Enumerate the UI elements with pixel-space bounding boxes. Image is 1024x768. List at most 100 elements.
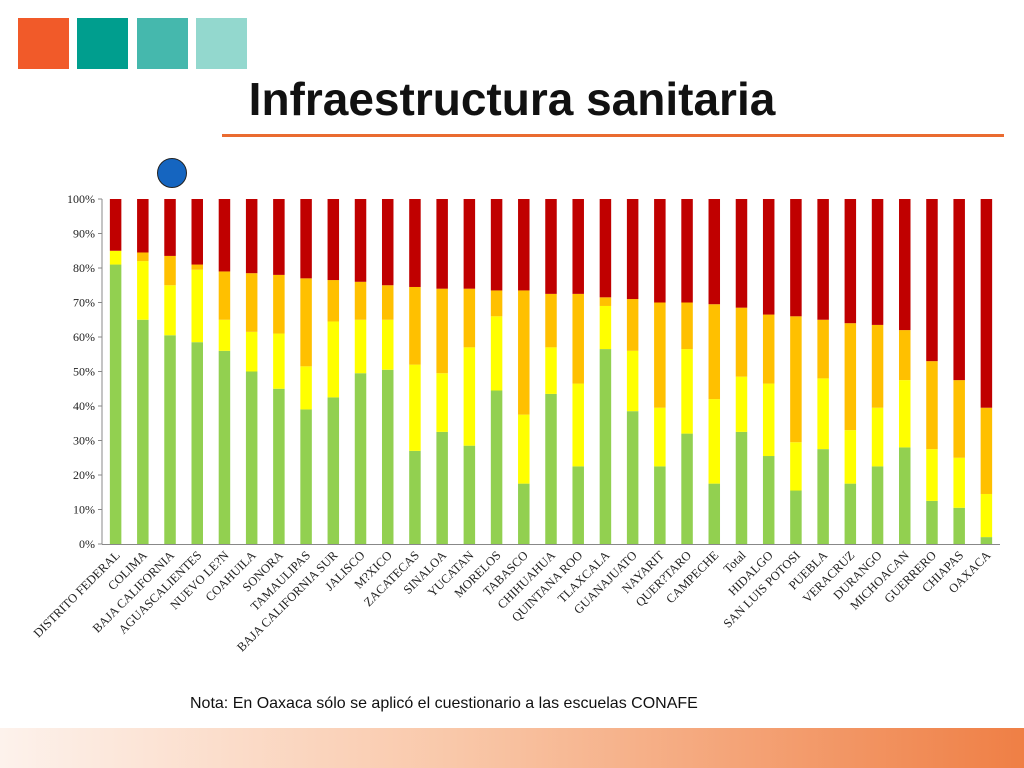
y-tick-label: 60% bbox=[73, 330, 95, 344]
y-tick-label: 100% bbox=[67, 192, 95, 206]
bar-segment bbox=[245, 331, 258, 372]
bar-segment bbox=[708, 304, 721, 400]
bar-segment bbox=[109, 250, 122, 265]
bar-segment bbox=[953, 380, 965, 458]
bar-segment bbox=[245, 273, 258, 332]
bar-segment bbox=[218, 271, 231, 320]
bar-segment bbox=[681, 349, 693, 434]
bar-segment bbox=[273, 274, 285, 334]
bar-segment bbox=[871, 324, 884, 408]
y-tick-label: 0% bbox=[79, 537, 95, 551]
bar-segment bbox=[245, 371, 258, 544]
bar-segment bbox=[409, 364, 421, 451]
title-rule bbox=[222, 134, 1004, 137]
bar-segment bbox=[844, 199, 857, 324]
bar-segment bbox=[735, 376, 748, 432]
bar-segment bbox=[327, 397, 340, 545]
bar-segment bbox=[436, 288, 448, 374]
header-square bbox=[137, 18, 188, 69]
bar-segment bbox=[164, 199, 176, 256]
bar-segment bbox=[436, 373, 448, 432]
header-square bbox=[77, 18, 128, 69]
bar-segment bbox=[790, 199, 802, 317]
bar-segment bbox=[871, 199, 884, 325]
y-tick-label: 50% bbox=[73, 365, 95, 379]
bar-segment bbox=[926, 199, 938, 362]
bar-segment bbox=[109, 264, 122, 544]
bar-segment bbox=[545, 199, 557, 294]
bar-segment bbox=[735, 199, 748, 308]
bar-segment bbox=[273, 388, 285, 544]
bar-segment bbox=[762, 456, 775, 544]
bar-segment bbox=[626, 350, 639, 412]
bar-segment bbox=[572, 293, 584, 384]
bar-segment bbox=[463, 347, 476, 446]
bar-segment bbox=[654, 466, 666, 545]
y-tick-label: 80% bbox=[73, 261, 95, 275]
y-tick-label: 20% bbox=[73, 468, 95, 482]
bar-segment bbox=[300, 366, 312, 410]
bar-segment bbox=[354, 319, 367, 374]
bar-segment bbox=[681, 433, 693, 544]
bar-segment bbox=[599, 305, 612, 350]
bar-segment bbox=[572, 383, 584, 467]
bar-segment bbox=[926, 449, 938, 501]
bar-segment bbox=[409, 199, 421, 287]
bar-segment bbox=[654, 302, 666, 408]
stacked-bar-chart: 0% 10% 20% 30% 40% 50% 60% 70% 80% 90% 100% DISTRIT… bbox=[31, 192, 1000, 654]
bar-segment bbox=[381, 319, 394, 370]
y-tick-label: 30% bbox=[73, 434, 95, 448]
bar-segment bbox=[926, 500, 938, 545]
bar-segment bbox=[191, 199, 203, 265]
bar-segment bbox=[218, 350, 231, 544]
bar-segment bbox=[708, 483, 721, 545]
bar-segment bbox=[354, 281, 367, 320]
bar-segment bbox=[762, 314, 775, 384]
bar-segment bbox=[626, 199, 639, 300]
y-tick-label: 10% bbox=[73, 503, 95, 517]
bar-segment bbox=[518, 199, 530, 291]
bar-segment bbox=[953, 457, 965, 508]
bar-segment bbox=[708, 399, 721, 484]
y-tick-label: 40% bbox=[73, 399, 95, 413]
bar-segment bbox=[844, 430, 857, 484]
bar-segment bbox=[381, 199, 394, 286]
bar-segment bbox=[871, 407, 884, 467]
bar-segment bbox=[137, 261, 149, 320]
header-square bbox=[196, 18, 247, 69]
bar-segment bbox=[218, 319, 231, 351]
bar-segment bbox=[980, 407, 993, 494]
bar-segment bbox=[844, 483, 857, 545]
bar-segment bbox=[790, 316, 802, 443]
bar-segment bbox=[137, 252, 149, 262]
bar-segment bbox=[327, 321, 340, 398]
bar-segment bbox=[572, 199, 584, 294]
bar-segment bbox=[518, 483, 530, 545]
bar-segment bbox=[300, 278, 312, 367]
bar-segment bbox=[762, 199, 775, 315]
bar-segment bbox=[599, 349, 612, 544]
bar-segment bbox=[953, 199, 965, 381]
bar-segment bbox=[790, 490, 802, 544]
bar-segment bbox=[518, 414, 530, 484]
bar-segment bbox=[463, 199, 476, 289]
bar-segment bbox=[463, 288, 476, 348]
bar-segment bbox=[436, 199, 448, 289]
bar-segment bbox=[218, 199, 231, 272]
bar-segment bbox=[354, 199, 367, 282]
bar-segment bbox=[164, 255, 176, 286]
bar-segment bbox=[273, 199, 285, 275]
bar-segment bbox=[626, 411, 639, 544]
bar-segment bbox=[327, 280, 340, 322]
bar-segment bbox=[871, 466, 884, 545]
page-title: Infraestructura sanitaria bbox=[248, 73, 776, 125]
bar-segment bbox=[381, 369, 394, 544]
bar-segment bbox=[980, 493, 993, 538]
bar-segment bbox=[436, 431, 448, 545]
bar-segment bbox=[654, 199, 666, 303]
bar-segment bbox=[545, 347, 557, 394]
bar-segment bbox=[137, 319, 149, 544]
bar-segment bbox=[735, 431, 748, 545]
bar-segment bbox=[381, 285, 394, 320]
bar-segment bbox=[980, 199, 993, 408]
